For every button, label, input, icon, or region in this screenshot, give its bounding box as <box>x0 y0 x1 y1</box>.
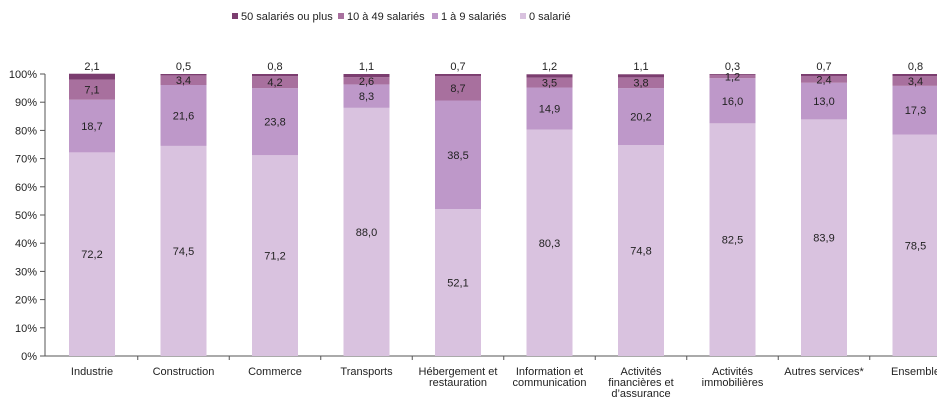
y-tick-label: 40% <box>15 238 37 250</box>
data-label: 1,1 <box>633 61 648 73</box>
data-label: 8,7 <box>450 83 465 95</box>
data-label: 1,2 <box>542 61 557 73</box>
y-tick-label: 80% <box>15 125 37 137</box>
data-label: 3,4 <box>176 75 191 87</box>
data-label: 3,5 <box>542 78 557 90</box>
data-label: 0,8 <box>908 61 923 73</box>
legend-swatch <box>432 13 438 19</box>
x-tick-label: Ensemble <box>891 366 937 378</box>
data-label: 2,1 <box>84 61 99 73</box>
x-tick-label: Commerce <box>248 366 302 378</box>
data-label: 52,1 <box>447 278 468 290</box>
data-label: 14,9 <box>539 104 560 116</box>
data-label: 7,1 <box>84 85 99 97</box>
x-tick-label: Construction <box>153 366 215 378</box>
data-label: 18,7 <box>81 121 102 133</box>
bar-segment <box>435 74 481 76</box>
data-label: 2,4 <box>816 74 831 86</box>
x-tick-label: Transports <box>340 366 393 378</box>
data-label: 13,0 <box>813 96 834 108</box>
legend-label: 0 salarié <box>529 11 571 23</box>
data-label: 23,8 <box>264 117 285 129</box>
x-tick-label: d’assurance <box>611 388 670 400</box>
data-label: 1,2 <box>725 72 740 84</box>
data-label: 17,3 <box>905 105 926 117</box>
bar-segment <box>69 74 115 80</box>
y-tick-label: 20% <box>15 295 37 307</box>
data-label: 0,7 <box>816 61 831 73</box>
data-label: 74,8 <box>630 246 651 258</box>
data-label: 80,3 <box>539 238 560 250</box>
x-tick-label: restauration <box>429 377 487 389</box>
data-label: 0,3 <box>725 61 740 73</box>
x-tick-label: Industrie <box>71 366 113 378</box>
x-tick-label: Autres services* <box>784 366 864 378</box>
data-label: 0,5 <box>176 61 191 73</box>
y-tick-label: 60% <box>15 182 37 194</box>
data-label: 8,3 <box>359 91 374 103</box>
data-label: 78,5 <box>905 240 926 252</box>
y-tick-label: 0% <box>21 351 37 363</box>
x-tick-label: immobilières <box>702 377 764 389</box>
y-tick-label: 50% <box>15 210 37 222</box>
data-label: 21,6 <box>173 110 194 122</box>
y-tick-label: 100% <box>9 69 37 81</box>
data-label: 71,2 <box>264 251 285 263</box>
x-tick-label: communication <box>513 377 587 389</box>
data-label: 20,2 <box>630 112 651 124</box>
data-label: 4,2 <box>267 77 282 89</box>
data-label: 83,9 <box>813 233 834 245</box>
y-tick-label: 90% <box>15 97 37 109</box>
data-label: 82,5 <box>722 235 743 247</box>
legend-swatch <box>232 13 238 19</box>
legend-label: 50 salariés ou plus <box>241 11 333 23</box>
data-label: 2,6 <box>359 76 374 88</box>
data-label: 16,0 <box>722 96 743 108</box>
bar-segment <box>252 74 298 76</box>
legend-label: 10 à 49 salariés <box>347 11 425 23</box>
y-tick-label: 70% <box>15 154 37 166</box>
legend-swatch <box>338 13 344 19</box>
data-label: 74,5 <box>173 246 194 258</box>
legend-label: 1 à 9 salariés <box>441 11 507 23</box>
data-label: 72,2 <box>81 249 102 261</box>
data-label: 88,0 <box>356 227 377 239</box>
data-label: 0,7 <box>450 61 465 73</box>
data-label: 0,8 <box>267 61 282 73</box>
data-label: 38,5 <box>447 150 468 162</box>
y-tick-label: 30% <box>15 266 37 278</box>
y-tick-label: 10% <box>15 323 37 335</box>
legend-swatch <box>520 13 526 19</box>
data-label: 1,1 <box>359 61 374 73</box>
data-label: 3,8 <box>633 78 648 90</box>
data-label: 3,4 <box>908 76 923 88</box>
